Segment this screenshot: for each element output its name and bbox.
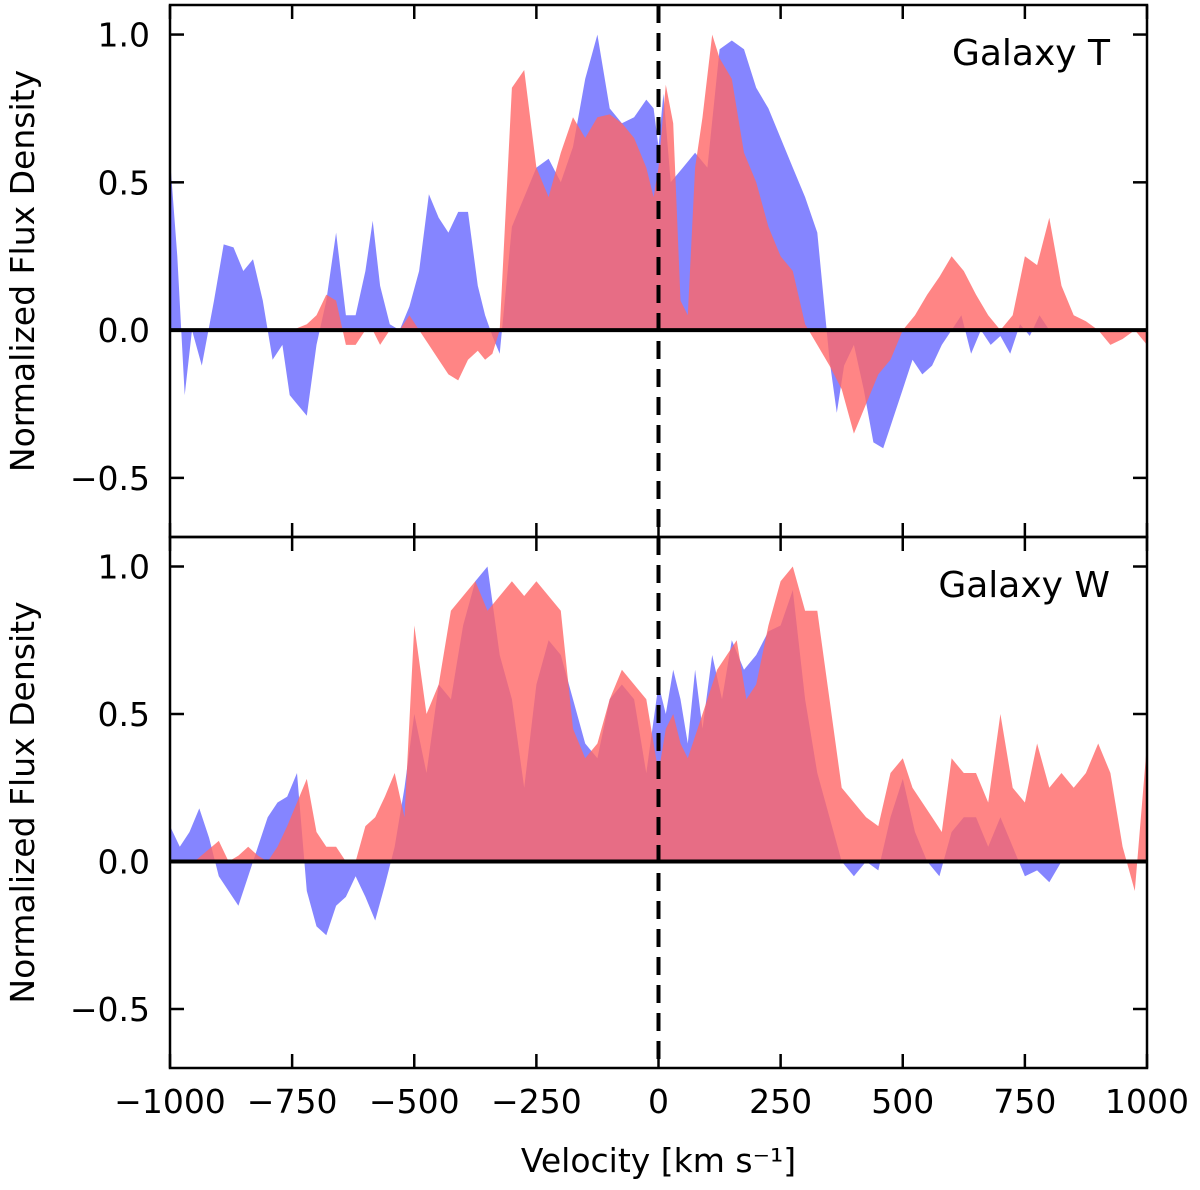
y-tick-label: 1.0 [98,16,150,55]
x-axis-label: Velocity [km s⁻¹] [521,1141,796,1180]
x-tick-label: −1000 [114,1082,226,1121]
y-tick-label: 1.0 [98,548,150,587]
y-tick-label: −0.5 [70,459,150,498]
y-tick-label: 0.0 [98,843,150,882]
y-tick-label: 0.0 [98,311,150,350]
plot-frame [168,535,1149,1070]
x-tick-label: 750 [993,1082,1056,1121]
y-axis-label: Normalized Flux Density [3,70,42,472]
x-tick-label: 1000 [1105,1082,1189,1121]
panel-label: Galaxy W [938,565,1110,606]
x-tick-label: −500 [369,1082,460,1121]
x-tick-label: 250 [749,1082,812,1121]
x-tick-label: 0 [648,1082,669,1121]
x-tick-label: −750 [247,1082,338,1121]
y-tick-label: 0.5 [98,163,150,202]
y-axis-label: Normalized Flux Density [3,601,42,1003]
series-red-area [170,566,1147,891]
panel-galaxy-w: −0.5 0.0 0.5 1.0 −1000 −750 −500 −250 0 250 500 750… [3,535,1189,1121]
y-tick-label: −0.5 [70,990,150,1029]
panel-label: Galaxy T [952,33,1111,74]
panel-galaxy-t: −0.5 0.0 0.5 1.0 Galaxy T Normalized Flux D… [3,3,1149,539]
x-tick-label: −250 [491,1082,582,1121]
x-tick-label: 500 [871,1082,934,1121]
y-tick-label: 0.5 [98,695,150,734]
